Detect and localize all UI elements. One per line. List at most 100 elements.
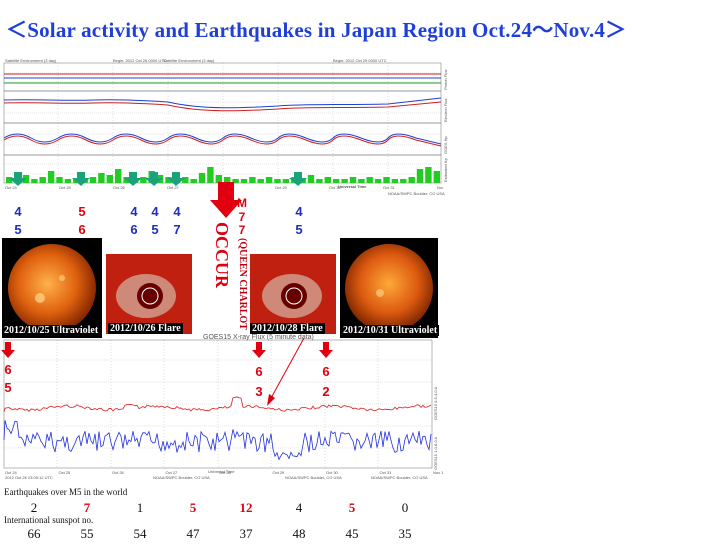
panel-label-electron: Electron Flux <box>443 98 448 122</box>
earthquake-row: 2 7 1 5 12 4 5 0 <box>14 500 454 516</box>
top-footer: Universal Time <box>338 184 367 189</box>
marker-6-top: 4 <box>295 204 303 219</box>
sunspot-number: 55 <box>80 526 94 541</box>
kp-bar <box>56 177 63 183</box>
marker-1-top: 4 <box>14 204 22 219</box>
panel-label-proton: Proton Flux <box>443 69 448 90</box>
top-date-tick: Oct 26 <box>113 185 126 190</box>
marker-4-bottom: 5 <box>151 222 159 237</box>
red-arrow-1 <box>1 342 15 358</box>
image-uv-1031 <box>340 238 438 338</box>
marker-1-bottom: 5 <box>14 222 22 237</box>
sunspot-number: 47 <box>186 526 200 541</box>
kp-bar <box>47 171 55 183</box>
xray-date-ticks: Oct 24 Oct 25 Oct 26 Oct 27 Oct 28 Oct 29 Oct … <box>5 470 444 475</box>
kp-bar <box>39 177 46 183</box>
top-date-tick: Oct 24 <box>5 185 18 190</box>
kp-bar <box>324 177 331 183</box>
kp-bar <box>265 177 273 183</box>
kp-bar <box>165 177 172 183</box>
kp-bar <box>31 179 38 183</box>
image-uv-1025 <box>2 238 102 338</box>
xray-footer-mid: NOAA/SWPC Boulder, CO USA <box>153 475 210 480</box>
kp-bar <box>190 179 197 183</box>
xray-red-line <box>3 396 432 413</box>
kp-bar <box>416 169 424 183</box>
kp-bar <box>425 167 432 183</box>
pointer-arrow <box>267 337 305 406</box>
top-header-left: Satellite Environment (3 day) <box>5 58 57 63</box>
top-header-mid3: Begin: 2012 Oct 29 0000 UTC <box>333 58 387 63</box>
bottom-marker-3-top: 6 <box>322 364 330 379</box>
red-arrows-bottom <box>1 342 333 358</box>
kp-bar <box>89 177 97 183</box>
kp-bar <box>307 175 315 183</box>
sunspot-number: 66 <box>27 526 41 541</box>
green-arrow-5 <box>167 172 185 186</box>
caption-1: 2012/10/25 Ultraviolet <box>2 325 101 336</box>
kp-bar <box>115 169 122 183</box>
marker-3-top: 4 <box>130 204 138 219</box>
bottom-marker-1-top: 6 <box>4 362 12 377</box>
kp-bar <box>316 179 323 183</box>
earthquake-count: 12 <box>239 500 253 515</box>
kp-bar <box>349 177 357 183</box>
kp-bar <box>257 179 264 183</box>
earthquake-count: 7 <box>83 500 91 515</box>
marker-5-bottom: 7 <box>173 222 181 237</box>
m7-mag-label: M <box>237 196 247 210</box>
kp-bar <box>249 177 256 183</box>
marker-4-top: 4 <box>151 204 159 219</box>
caption-2: 2012/10/26 Flare <box>108 323 183 334</box>
bottom-marker-3-bottom: 2 <box>322 384 330 399</box>
earthquake-count: 5 <box>348 500 356 515</box>
sunspot-number: 45 <box>345 526 359 541</box>
xray-svg: Oct 24 Oct 25 Oct 26 Oct 27 Oct 28 Oct 29 Oct … <box>3 330 444 485</box>
green-arrow-1 <box>9 172 27 186</box>
top-date-tick: Oct 31 <box>383 185 396 190</box>
kp-bar <box>400 179 407 183</box>
kp-bar <box>341 179 348 183</box>
kp-bar <box>274 179 281 183</box>
xray-date-tick: Oct 29 <box>273 470 286 475</box>
top-credit: NOAA/SWPC Boulder, CO USA <box>388 191 445 196</box>
marker-3-bottom: 6 <box>130 222 138 237</box>
kp-bar <box>22 175 30 183</box>
xray-date-tick: Oct 30 <box>326 470 339 475</box>
kp-bar <box>333 179 340 183</box>
green-arrow-3 <box>124 172 142 186</box>
top-date-tick: Oct 27 <box>167 185 180 190</box>
kp-bar <box>64 179 72 183</box>
kp-bar <box>232 179 239 183</box>
kp-bar <box>207 167 214 183</box>
xray-flux-chart: Oct 24 Oct 25 Oct 26 Oct 27 Oct 28 Oct 29 Oct … <box>3 330 444 485</box>
xray-date-tick: Oct 26 <box>112 470 125 475</box>
marker-5-top: 4 <box>173 204 181 219</box>
image-flare-1026 <box>106 254 192 334</box>
xray-right-label-2: GOES15 1.0-8.0 A <box>433 436 438 470</box>
xray-right-label-1: GOES15 0.5-4.0 A <box>433 386 438 420</box>
caption-4: 2012/10/31 Ultraviolet <box>341 325 440 336</box>
m7-mag-bottom: 7 <box>238 223 246 237</box>
xray-header: GOES15 X-ray Flux (5 minute data) <box>203 334 314 341</box>
red-big-arrow <box>210 182 242 218</box>
sunspot-number: 48 <box>292 526 306 541</box>
green-arrow-6 <box>289 172 307 186</box>
caption-3: 2012/10/28 Flare <box>250 323 325 334</box>
xray-date-tick: Oct 25 <box>59 470 72 475</box>
earthquake-count: 5 <box>189 500 197 515</box>
xray-footer-right: NOAA/SWPC Boulder, CO USA <box>371 475 428 480</box>
panel-label-goes-hp: GOES Hp <box>443 136 448 154</box>
top-date-tick: Nov 1 <box>437 185 443 190</box>
kp-bar <box>282 179 290 183</box>
page-title: ＜Solar activity and Earthquakes in Japan… <box>6 18 627 42</box>
sunspot-number: 35 <box>398 526 412 541</box>
row-label-earthquakes: Earthquakes over M5 in the world <box>4 487 128 497</box>
kp-bar <box>358 179 365 183</box>
kp-bar <box>383 177 390 183</box>
image-flare-1028 <box>250 254 336 334</box>
kp-bars <box>6 167 440 183</box>
occur-label: OCCUR <box>212 222 232 288</box>
kp-bar <box>215 175 222 183</box>
